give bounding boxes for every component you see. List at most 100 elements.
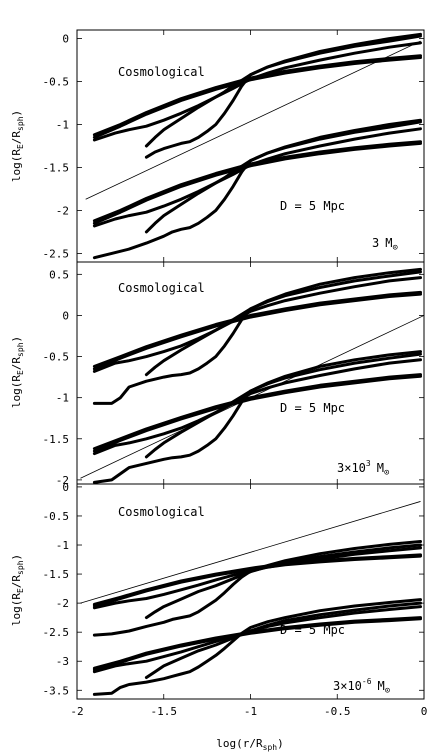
series-line-distance: [92, 350, 422, 484]
ylab-prefix: log(R: [10, 149, 23, 182]
mass-value: 3×10: [333, 679, 362, 693]
ylab-mid: /R: [10, 575, 23, 589]
series-line-distance: [92, 118, 422, 260]
y-tick-label: -3: [56, 655, 69, 668]
y-tick-label: -1.5: [43, 161, 70, 174]
y-tick-label: -1: [56, 119, 69, 132]
y-tick-label: 0: [62, 33, 69, 46]
x-tick-label: -2: [70, 705, 83, 718]
y-tick-label: 0: [62, 309, 69, 322]
y-tick-label: -1: [56, 392, 69, 405]
series-line-distance: [92, 605, 422, 674]
series-line-cosmological: [144, 270, 422, 377]
panel-bottom-y-ticks: 0 -0.5 -1 -1.5 -2 -2.5 -3 -3.5: [43, 481, 424, 697]
x-tick-label: -1: [244, 705, 257, 718]
y-tick-label: -2: [56, 597, 69, 610]
y-tick-label: -0.5: [43, 351, 70, 364]
ylab-sub1: E: [16, 144, 25, 149]
mass-value: 3: [372, 236, 379, 250]
ylab-sub1: E: [16, 370, 25, 375]
series-line-distance: [92, 617, 422, 672]
y-tick-label: -2.5: [43, 247, 70, 260]
mass-sub: ⊙: [384, 468, 389, 478]
mass-sub: ⊙: [392, 243, 397, 253]
ylab-suffix: ): [10, 110, 23, 117]
xlab-sub: sph: [263, 743, 278, 752]
series-line-distance: [144, 352, 422, 459]
ylab-prefix: log(R: [10, 375, 23, 408]
x-axis-label: log(r/Rsph): [216, 737, 283, 752]
series-line-distance: [92, 374, 422, 453]
panel-bottom-curves: [80, 501, 422, 696]
distance-label: D = 5 Mpc: [280, 623, 345, 637]
panel-bottom: 0 -0.5 -1 -1.5 -2 -2.5 -3 -3.5 -2 -1.5 -1 -0.5 0 Co…: [10, 481, 427, 752]
ylab-sub2: sph: [16, 560, 25, 575]
mass-exp: -6: [362, 677, 372, 686]
ylab-mid: /R: [10, 131, 23, 145]
reference-line: [80, 501, 421, 604]
x-tick-label: -0.5: [324, 705, 351, 718]
mass-sub: ⊙: [385, 686, 390, 696]
distance-label: D = 5 Mpc: [280, 401, 345, 415]
cosmological-label: Cosmological: [118, 505, 205, 519]
mass-unit: M: [378, 679, 385, 693]
mass-label: 3×103 M⊙: [337, 459, 389, 478]
series-line-cosmological: [92, 41, 422, 142]
series-line-distance: [92, 127, 422, 228]
y-tick-label: -3.5: [43, 684, 70, 697]
ylab-suffix: ): [10, 336, 23, 343]
mass-unit: M: [385, 236, 392, 250]
y-axis-label: log(RE/Rsph): [10, 554, 25, 626]
series-line-distance: [92, 358, 422, 456]
series-line-distance: [144, 120, 422, 234]
panel-middle-frame: [76, 261, 425, 485]
y-tick-label: -2: [56, 204, 69, 217]
series-line-distance: [144, 601, 422, 679]
ylab-sub2: sph: [16, 342, 25, 357]
series-line-cosmological: [92, 290, 422, 368]
series-line-cosmological: [92, 292, 422, 371]
distance-label: D = 5 Mpc: [280, 199, 345, 213]
ylab-sub1: E: [16, 588, 25, 593]
series-line-cosmological: [92, 540, 422, 637]
y-tick-label: 0: [62, 481, 69, 494]
cosmological-label: Cosmological: [118, 281, 205, 295]
y-axis-label: log(RE/Rsph): [10, 110, 25, 182]
series-line-cosmological: [144, 34, 422, 148]
y-axis-label: log(RE/Rsph): [10, 336, 25, 408]
ylab-mid: /R: [10, 357, 23, 371]
panel-middle-y-ticks: 0.5 0 -0.5 -1 -1.5 -2: [43, 262, 425, 487]
panel-middle: 0.50-0.5-1-1.5-2 Cosmological D = 5 Mpc …: [10, 261, 425, 487]
xlab-suffix: ): [277, 737, 284, 750]
mass-label: 3×10-6 M⊙: [333, 677, 390, 696]
x-tick-label: -1.5: [151, 705, 178, 718]
ylab-sub2: sph: [16, 116, 25, 131]
series-line-cosmological: [144, 32, 422, 159]
ylab-prefix: log(R: [10, 593, 23, 626]
cosmological-label: Cosmological: [118, 65, 205, 79]
y-tick-label: -1.5: [43, 568, 70, 581]
series-line-distance: [92, 373, 422, 451]
mass-value: 3×10: [337, 461, 366, 475]
ylab-suffix: ): [10, 554, 23, 561]
reference-line: [85, 40, 421, 200]
series-line-cosmological: [144, 543, 422, 620]
x-tick-label: 0: [421, 705, 428, 718]
series-line-cosmological: [92, 553, 422, 606]
series-line-cosmological: [92, 554, 422, 608]
y-tick-label: -0.5: [43, 76, 70, 89]
panel-top-y-ticks: 0 -0.5 -1 -1.5 -2 -2.5: [43, 30, 425, 262]
series-line-distance: [92, 598, 422, 696]
y-tick-label: -1.5: [43, 433, 70, 446]
panel-top: 0 -0.5 -1 -1.5 -2 -2.5 Cosmological D = 5 Mpc…: [10, 29, 425, 263]
mass-unit: M: [377, 461, 384, 475]
y-tick-label: -2: [56, 474, 69, 487]
panel-top-curves: [85, 32, 422, 260]
y-tick-label: -2.5: [43, 626, 70, 639]
series-line-distance: [92, 140, 422, 223]
mass-label: 3 M⊙: [372, 236, 398, 253]
xlab-prefix: log(r/R: [216, 737, 263, 750]
panel-middle-curves: [80, 267, 425, 484]
y-tick-label: -1: [56, 539, 69, 552]
